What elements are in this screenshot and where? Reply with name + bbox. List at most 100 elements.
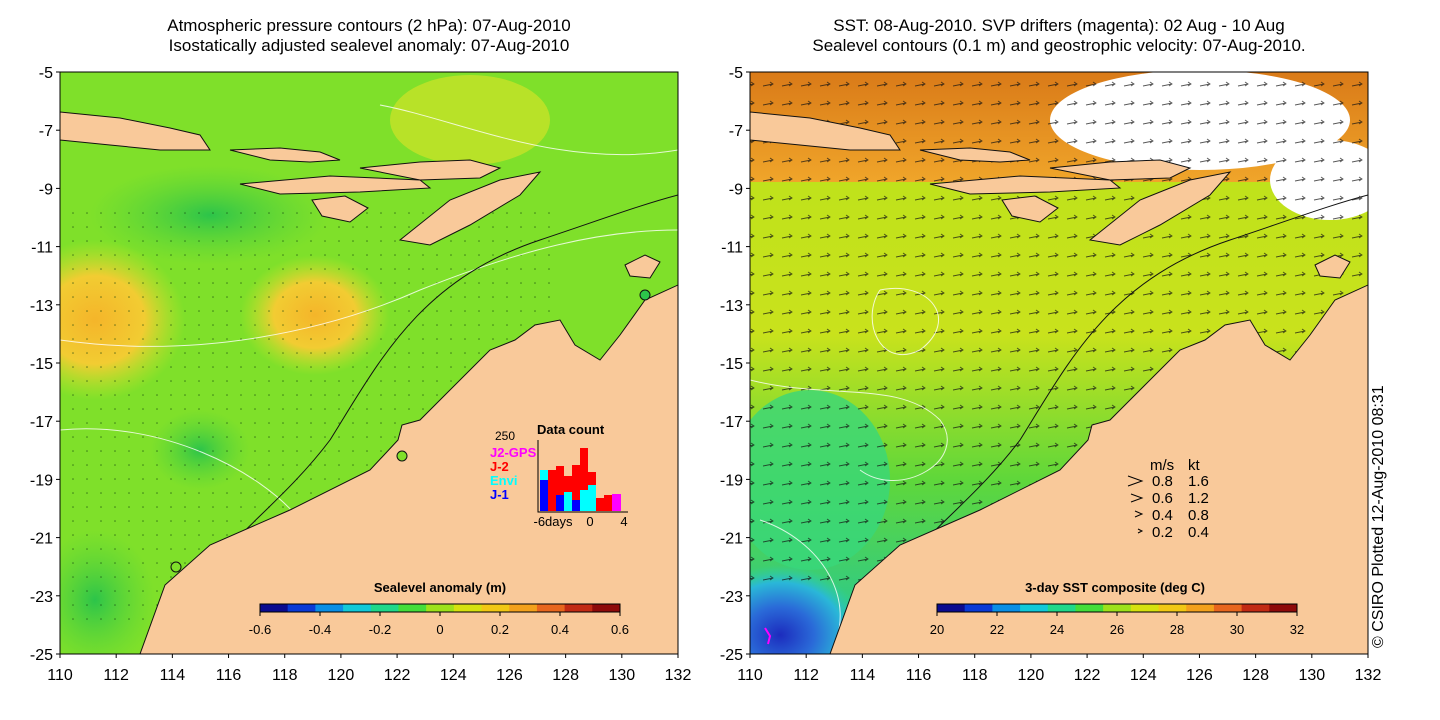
lat-tick-label: -11	[31, 240, 53, 257]
lon-tick-label: 112	[103, 667, 129, 684]
lon-tick-label: 116	[216, 667, 242, 684]
colorbar-tick-label: -0.6	[249, 622, 271, 637]
copyright-text: © CSIRO Plotted 12-Aug-2010 08:31	[1370, 385, 1387, 648]
inset-bar	[580, 490, 588, 511]
colorbar-swatch	[564, 604, 593, 612]
island-flores	[929, 175, 1122, 195]
inset-legend-entry: Envi	[490, 473, 517, 488]
right-title-line1: SST: 08-Aug-2010. SVP drifters (magenta)…	[833, 16, 1285, 35]
velocity-ms-value: 0.6	[1152, 490, 1173, 507]
inset-bar	[588, 485, 596, 511]
colorbar-swatch	[1213, 604, 1243, 612]
inset-bar	[612, 494, 621, 511]
velocity-arrow-glyph	[1127, 475, 1144, 487]
sst-colorbar: 3-day SST composite (deg C) 20 22 24 26 28 30…	[930, 580, 1304, 637]
inset-bar	[572, 500, 580, 511]
island-northeast	[624, 254, 661, 279]
inset-bar	[556, 495, 564, 511]
lat-tick-label: -25	[30, 647, 53, 664]
sealevel-contour	[871, 288, 939, 356]
island-northeast	[1314, 254, 1351, 279]
colorbar-tick-label: 24	[1050, 622, 1064, 637]
colorbar-swatch	[509, 604, 538, 612]
colorbar-tick-label: 0.2	[491, 622, 509, 637]
inset-title: Data count	[537, 422, 605, 437]
lon-tick-label: 110	[737, 667, 763, 684]
velocity-ms-value: 0.8	[1152, 473, 1173, 490]
lon-tick-label: 132	[665, 667, 692, 684]
colorbar-swatch	[398, 604, 427, 612]
sealevel-colorbar-swatches	[260, 604, 621, 612]
australia-land	[139, 284, 678, 654]
colorbar-tick-label: 0.4	[551, 622, 569, 637]
lon-tick-label: 116	[906, 667, 932, 684]
lat-tick-label: -13	[30, 298, 53, 315]
sealevel-colorbar: Sealevel anomaly (m) -0.6 -0.4 -0.2 0 0.2 0.4…	[249, 580, 629, 637]
inset-x-label: 0	[586, 514, 593, 529]
colorbar-swatch	[343, 604, 372, 612]
inset-bar	[572, 465, 580, 500]
lat-tick-label: -17	[720, 414, 743, 431]
lat-tick-label: -17	[30, 414, 53, 431]
colorbar-swatch	[1186, 604, 1215, 612]
colorbar-tick-label: 20	[930, 622, 944, 637]
colorbar-tick-label: -0.4	[309, 622, 331, 637]
lat-tick-label: -9	[39, 181, 53, 198]
left-lat-axis: -5 -7 -9 -11 -13 -15 -17 -19 -21 -23 -25	[30, 65, 60, 664]
colorbar-tick-label: 30	[1230, 622, 1244, 637]
right-lon-axis: 110 112 114 116 118 120 122 124 126 128 130 132	[737, 654, 1381, 684]
inset-bar	[580, 448, 588, 490]
sealevel-colorbar-label: Sealevel anomaly (m)	[374, 580, 506, 595]
colorbar-swatch	[260, 604, 289, 612]
tide-gauge-marker	[639, 289, 651, 301]
island-sumba	[311, 195, 369, 223]
inset-bar	[564, 492, 572, 511]
lon-tick-label: 122	[1074, 667, 1101, 684]
tide-gauge-marker	[170, 561, 182, 573]
lat-tick-label: -25	[720, 647, 743, 664]
lon-tick-label: 120	[328, 667, 355, 684]
inset-bar	[548, 470, 556, 511]
inset-axes	[537, 440, 628, 513]
velocity-kt-value: 1.6	[1188, 473, 1209, 490]
lon-tick-label: 114	[160, 667, 186, 684]
colorbar-tick-label: -0.2	[369, 622, 391, 637]
colorbar-tick-label: 22	[990, 622, 1004, 637]
lon-tick-label: 128	[552, 667, 579, 684]
lat-tick-label: -7	[729, 123, 743, 140]
colorbar-swatch	[536, 604, 566, 612]
indonesia-java	[60, 111, 211, 151]
velocity-ms-value: 0.4	[1152, 507, 1173, 524]
inset-bar	[588, 472, 596, 485]
lon-tick-label: 112	[793, 667, 819, 684]
colorbar-swatch	[287, 604, 316, 612]
inset-bar	[540, 480, 548, 511]
lon-tick-label: 122	[384, 667, 411, 684]
lon-tick-label: 118	[962, 667, 988, 684]
left-title-line2: Isostatically adjusted sealevel anomaly:…	[168, 36, 570, 55]
lon-tick-label: 124	[1130, 667, 1157, 684]
inset-legend-entry: J2-GPS	[490, 445, 537, 460]
colorbar-swatch	[481, 604, 510, 612]
inset-bar	[540, 470, 548, 480]
drifter-track	[764, 627, 772, 645]
colorbar-swatch	[315, 604, 344, 612]
colorbar-swatch	[1269, 604, 1298, 612]
velocity-legend-header-ms: m/s	[1150, 457, 1174, 474]
inset-bar	[604, 495, 612, 511]
island-sumba	[1001, 195, 1059, 223]
lon-tick-label: 126	[1186, 667, 1213, 684]
lat-tick-label: -19	[30, 472, 53, 489]
inset-x-label: -6days	[533, 514, 573, 529]
colorbar-swatch	[1103, 604, 1132, 612]
inset-xlabels: -6days 0 4	[533, 514, 627, 529]
colorbar-tick-label: 0	[436, 622, 443, 637]
lat-tick-label: -21	[720, 531, 743, 548]
lat-tick-label: -19	[720, 472, 743, 489]
sst-colorbar-label: 3-day SST composite (deg C)	[1025, 580, 1205, 595]
velocity-arrow-glyph	[1134, 510, 1144, 518]
inset-bar	[556, 466, 564, 495]
lon-tick-label: 128	[1242, 667, 1269, 684]
colorbar-tick-label: 28	[1170, 622, 1184, 637]
